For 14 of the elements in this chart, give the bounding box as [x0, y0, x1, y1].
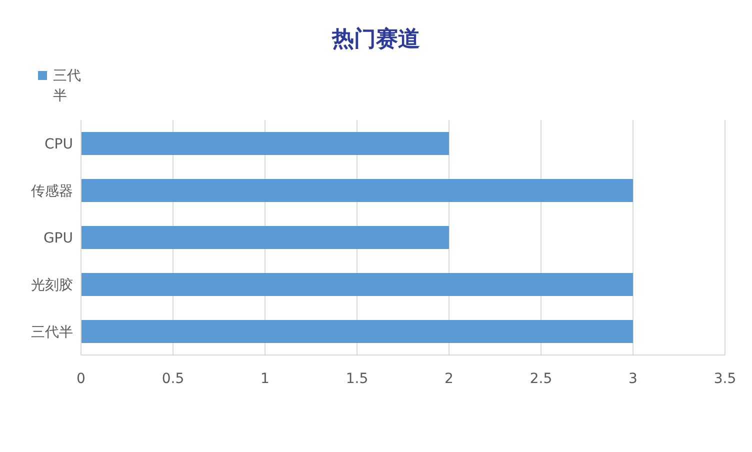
- x-tick-label: 1: [260, 370, 270, 387]
- x-tick-label: 3.5: [714, 370, 736, 387]
- x-tick-label: 2.5: [530, 370, 552, 387]
- y-tick-label: 传感器: [31, 183, 73, 200]
- y-tick-label: GPU: [43, 230, 73, 246]
- x-tick-label: 0.5: [162, 370, 184, 387]
- y-tick-label: 三代半: [31, 324, 73, 340]
- x-tick-label: 3: [628, 370, 638, 387]
- y-tick-label: CPU: [44, 136, 73, 152]
- y-tick-label: 光刻胶: [31, 277, 73, 294]
- x-tick-label: 1.5: [346, 370, 368, 387]
- x-tick-label: 2: [444, 370, 454, 387]
- chart-title: 热门赛道: [330, 26, 421, 54]
- x-tick-label: 0: [76, 370, 86, 387]
